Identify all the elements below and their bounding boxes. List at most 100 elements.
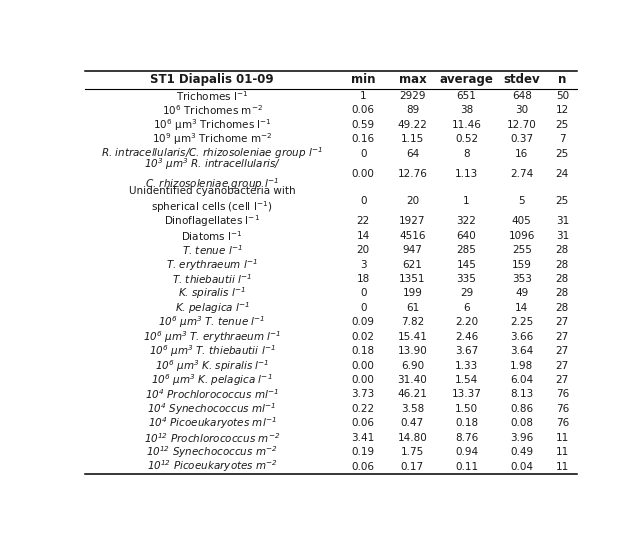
Text: 0.02: 0.02 xyxy=(352,332,375,342)
Text: 2.46: 2.46 xyxy=(455,332,478,342)
Text: 28: 28 xyxy=(556,288,569,299)
Text: 10$^{6}$ $\mu$m$^{3}$ T. tenue l$^{-1}$: 10$^{6}$ $\mu$m$^{3}$ T. tenue l$^{-1}$ xyxy=(158,315,266,330)
Text: 14.80: 14.80 xyxy=(397,433,427,442)
Text: 621: 621 xyxy=(402,260,422,270)
Text: 145: 145 xyxy=(457,260,477,270)
Text: 89: 89 xyxy=(406,105,419,115)
Text: 7: 7 xyxy=(559,134,565,144)
Text: 10$^{4}$ Synechococcus ml$^{-1}$: 10$^{4}$ Synechococcus ml$^{-1}$ xyxy=(147,401,277,417)
Text: 10$^{6}$ $\mu$m$^{3}$ K. pelagica l$^{-1}$: 10$^{6}$ $\mu$m$^{3}$ K. pelagica l$^{-1… xyxy=(151,372,273,388)
Text: 0.00: 0.00 xyxy=(352,169,375,179)
Text: 1.13: 1.13 xyxy=(455,169,478,179)
Text: 648: 648 xyxy=(512,91,532,101)
Text: 12: 12 xyxy=(556,105,569,115)
Text: 2.20: 2.20 xyxy=(455,317,478,328)
Text: 0.86: 0.86 xyxy=(510,404,533,414)
Text: 0.06: 0.06 xyxy=(352,105,375,115)
Text: 10$^{4}$ Picoeukaryotes ml$^{-1}$: 10$^{4}$ Picoeukaryotes ml$^{-1}$ xyxy=(147,416,276,431)
Text: 640: 640 xyxy=(457,231,477,241)
Text: 11: 11 xyxy=(556,462,569,471)
Text: 947: 947 xyxy=(402,245,422,255)
Text: 25: 25 xyxy=(556,196,569,206)
Text: 10$^{12}$ Picoeukaryotes m$^{-2}$: 10$^{12}$ Picoeukaryotes m$^{-2}$ xyxy=(147,459,278,475)
Text: 14: 14 xyxy=(357,231,370,241)
Text: ST1 Diapalis 01-09: ST1 Diapalis 01-09 xyxy=(150,73,274,86)
Text: 8.13: 8.13 xyxy=(510,389,533,400)
Text: 0.17: 0.17 xyxy=(401,462,424,471)
Text: 27: 27 xyxy=(556,317,569,328)
Text: K. pelagica l$^{-1}$: K. pelagica l$^{-1}$ xyxy=(175,300,250,316)
Text: 11.46: 11.46 xyxy=(451,120,482,130)
Text: 0.04: 0.04 xyxy=(510,462,533,471)
Text: 8: 8 xyxy=(463,149,470,158)
Text: 0.16: 0.16 xyxy=(352,134,375,144)
Text: 10$^{9}$ $\mu$m$^{3}$ Trichome m$^{-2}$: 10$^{9}$ $\mu$m$^{3}$ Trichome m$^{-2}$ xyxy=(152,131,272,147)
Text: 10$^{12}$ Synechococcus m$^{-2}$: 10$^{12}$ Synechococcus m$^{-2}$ xyxy=(146,444,278,460)
Text: 28: 28 xyxy=(556,245,569,255)
Text: 1.15: 1.15 xyxy=(401,134,424,144)
Text: Trichomes l$^{-1}$: Trichomes l$^{-1}$ xyxy=(176,89,249,103)
Text: 0: 0 xyxy=(360,288,366,299)
Text: 15.41: 15.41 xyxy=(397,332,428,342)
Text: 7.82: 7.82 xyxy=(401,317,424,328)
Text: 10$^{6}$ $\mu$m$^{3}$ Trichomes l$^{-1}$: 10$^{6}$ $\mu$m$^{3}$ Trichomes l$^{-1}$ xyxy=(153,117,272,133)
Text: 0.47: 0.47 xyxy=(401,418,424,429)
Text: stdev: stdev xyxy=(504,73,540,86)
Text: 1.54: 1.54 xyxy=(455,375,478,385)
Text: 2.74: 2.74 xyxy=(510,169,533,179)
Text: 31.40: 31.40 xyxy=(397,375,427,385)
Text: T. erythraeum l$^{-1}$: T. erythraeum l$^{-1}$ xyxy=(166,257,258,273)
Text: 0.18: 0.18 xyxy=(455,418,478,429)
Text: 255: 255 xyxy=(512,245,532,255)
Text: 1351: 1351 xyxy=(399,274,426,284)
Text: 0: 0 xyxy=(360,303,366,313)
Text: 0.00: 0.00 xyxy=(352,375,375,385)
Text: 0: 0 xyxy=(360,196,366,206)
Text: 10$^{4}$ Prochlorococcus ml$^{-1}$: 10$^{4}$ Prochlorococcus ml$^{-1}$ xyxy=(145,388,279,401)
Text: 2929: 2929 xyxy=(399,91,426,101)
Text: 1: 1 xyxy=(360,91,366,101)
Text: 76: 76 xyxy=(556,404,569,414)
Text: 10$^{6}$ $\mu$m$^{3}$ K. spiralis l$^{-1}$: 10$^{6}$ $\mu$m$^{3}$ K. spiralis l$^{-1… xyxy=(155,358,269,374)
Text: min: min xyxy=(351,73,375,86)
Text: 27: 27 xyxy=(556,346,569,356)
Text: max: max xyxy=(399,73,426,86)
Text: T. tenue l$^{-1}$: T. tenue l$^{-1}$ xyxy=(182,243,243,257)
Text: 335: 335 xyxy=(457,274,477,284)
Text: 24: 24 xyxy=(556,169,569,179)
Text: 405: 405 xyxy=(512,216,532,227)
Text: 25: 25 xyxy=(556,120,569,130)
Text: 13.90: 13.90 xyxy=(397,346,427,356)
Text: Dinoflagellates l$^{-1}$: Dinoflagellates l$^{-1}$ xyxy=(164,214,260,229)
Text: 3.58: 3.58 xyxy=(401,404,424,414)
Text: 2.25: 2.25 xyxy=(510,317,533,328)
Text: 76: 76 xyxy=(556,389,569,400)
Text: 20: 20 xyxy=(357,245,370,255)
Text: 49.22: 49.22 xyxy=(397,120,428,130)
Text: 12.76: 12.76 xyxy=(397,169,428,179)
Text: Unidentified cyanobacteria with
spherical cells (cell l$^{-1}$): Unidentified cyanobacteria with spherica… xyxy=(129,186,296,215)
Text: 0.08: 0.08 xyxy=(510,418,533,429)
Text: 1.98: 1.98 xyxy=(510,361,533,371)
Text: 28: 28 xyxy=(556,303,569,313)
Text: 76: 76 xyxy=(556,418,569,429)
Text: 8.76: 8.76 xyxy=(455,433,478,442)
Text: 322: 322 xyxy=(457,216,477,227)
Text: 10$^{6}$ $\mu$m$^{3}$ T. erythraeum l$^{-1}$: 10$^{6}$ $\mu$m$^{3}$ T. erythraeum l$^{… xyxy=(143,329,281,345)
Text: R. intracellularis/C. rhizosoleniae group l$^{-1}$: R. intracellularis/C. rhizosoleniae grou… xyxy=(101,146,323,162)
Text: 28: 28 xyxy=(556,260,569,270)
Text: 0.22: 0.22 xyxy=(352,404,375,414)
Text: 29: 29 xyxy=(460,288,473,299)
Text: 3.64: 3.64 xyxy=(510,346,533,356)
Text: 22: 22 xyxy=(357,216,370,227)
Text: 10$^{6}$ $\mu$m$^{3}$ T. thiebautii l$^{-1}$: 10$^{6}$ $\mu$m$^{3}$ T. thiebautii l$^{… xyxy=(149,343,276,359)
Text: 3.96: 3.96 xyxy=(510,433,533,442)
Text: 49: 49 xyxy=(515,288,529,299)
Text: 0.00: 0.00 xyxy=(352,361,375,371)
Text: 14: 14 xyxy=(515,303,529,313)
Text: 0.18: 0.18 xyxy=(352,346,375,356)
Text: 13.37: 13.37 xyxy=(451,389,482,400)
Text: 0: 0 xyxy=(360,149,366,158)
Text: 64: 64 xyxy=(406,149,419,158)
Text: 3.67: 3.67 xyxy=(455,346,478,356)
